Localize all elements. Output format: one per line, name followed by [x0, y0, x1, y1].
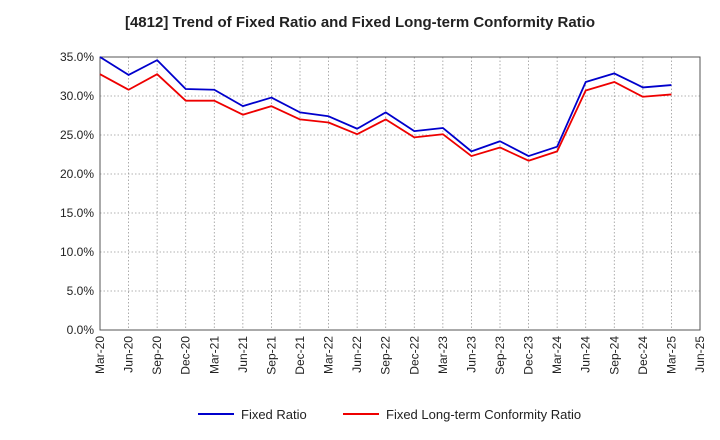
x-tick-label: Mar-24 — [550, 336, 564, 374]
y-tick-label: 15.0% — [60, 206, 94, 220]
x-tick-label: Sep-21 — [264, 336, 278, 375]
x-tick-label: Sep-23 — [493, 336, 507, 375]
y-tick-label: 25.0% — [60, 128, 94, 142]
y-tick-label: 5.0% — [67, 284, 95, 298]
x-tick-label: Jun-25 — [693, 336, 707, 373]
plot-frame — [99, 56, 701, 331]
x-tick-label: Sep-22 — [379, 336, 393, 375]
x-tick-label: Jun-22 — [350, 336, 364, 373]
series-line-1 — [99, 56, 672, 157]
x-tick-label: Mar-25 — [664, 336, 678, 374]
y-tick-label: 35.0% — [60, 50, 94, 64]
x-tick-label: Sep-24 — [607, 336, 621, 375]
x-tick-label: Jun-23 — [464, 336, 478, 373]
legend-label-1: Fixed Ratio — [241, 407, 307, 422]
y-tick-label: 30.0% — [60, 89, 94, 103]
x-tick-label: Dec-23 — [522, 336, 536, 375]
x-tick-label: Dec-24 — [636, 336, 650, 375]
y-tick-label: 20.0% — [60, 167, 94, 181]
y-tick-label: 0.0% — [67, 323, 95, 337]
x-tick-label: Mar-22 — [322, 336, 336, 374]
y-tick-label: 10.0% — [60, 245, 94, 259]
x-tick-label: Mar-20 — [93, 336, 107, 374]
x-tick-label: Mar-23 — [436, 336, 450, 374]
chart-title: [4812] Trend of Fixed Ratio and Fixed Lo… — [124, 14, 596, 31]
x-tick-label: Dec-22 — [407, 336, 421, 375]
series-line-2 — [99, 73, 672, 162]
x-tick-label: Sep-20 — [150, 336, 164, 375]
x-tick-label: Dec-21 — [293, 336, 307, 375]
x-tick-label: Mar-21 — [207, 336, 221, 374]
x-tick-label: Jun-20 — [122, 336, 136, 373]
x-tick-label: Jun-21 — [236, 336, 250, 373]
legend-label-2: Fixed Long-term Conformity Ratio — [386, 407, 581, 422]
x-tick-label: Jun-24 — [579, 336, 593, 373]
x-tick-label: Dec-20 — [179, 336, 193, 375]
